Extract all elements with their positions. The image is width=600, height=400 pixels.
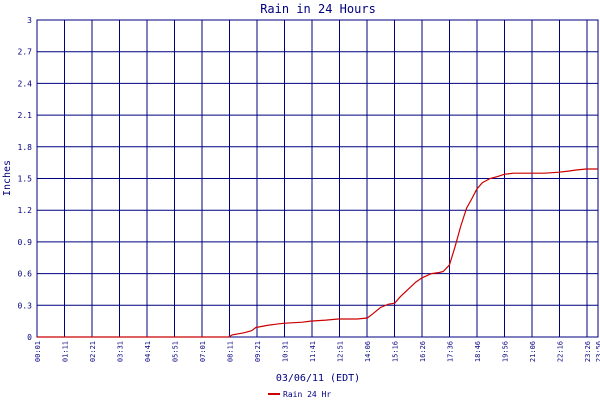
x-tick-label: 11:41 [309, 341, 317, 362]
y-tick-label: 0.3 [18, 301, 33, 310]
y-tick-label: 2.4 [18, 79, 33, 88]
x-tick-label: 09:21 [254, 341, 262, 362]
legend: Rain 24 Hr [268, 390, 331, 399]
x-tick-label: 23:26 [584, 341, 592, 362]
x-tick-label: 16:26 [419, 341, 427, 362]
y-tick-label: 0.6 [18, 270, 33, 279]
x-tick-label: 08:11 [227, 341, 235, 362]
chart-grid [36, 19, 599, 338]
x-tick-label: 14:06 [364, 341, 372, 362]
x-tick-label: 07:01 [199, 341, 207, 362]
x-tick-label: 15:16 [392, 341, 400, 362]
x-tick-label: 21:06 [529, 341, 537, 362]
x-tick-label: 05:51 [172, 341, 180, 362]
y-tick-label: 1.8 [18, 143, 33, 152]
x-tick-label: 18:46 [474, 341, 482, 362]
series-lines [37, 168, 598, 338]
y-tick-label: 1.2 [18, 206, 33, 215]
y-tick-label: 0 [27, 333, 32, 342]
x-tick-label: 00:01 [34, 341, 42, 362]
x-tick-label: 22:16 [557, 341, 565, 362]
series-line-rain-24hr [37, 168, 598, 338]
x-tick-label: 10:31 [282, 341, 290, 362]
y-axis-ticks: 0 0.3 0.6 0.9 1.2 1.5 1.8 2.1 2.4 2.7 3 [18, 16, 33, 342]
x-tick-label: 03:31 [117, 341, 125, 362]
legend-label: Rain 24 Hr [283, 390, 331, 399]
x-tick-label: 19:56 [502, 341, 510, 362]
x-tick-label: 02:21 [89, 341, 97, 362]
x-tick-label: 01:11 [62, 341, 70, 362]
chart-title: Rain in 24 Hours [260, 2, 376, 16]
y-tick-label: 0.9 [18, 238, 33, 247]
x-axis-ticks: 00:01 01:11 02:21 03:31 04:41 05:51 07:01 08:11… [34, 341, 600, 362]
y-tick-label: 3 [27, 16, 32, 25]
x-tick-label: 12:51 [337, 341, 345, 362]
y-tick-label: 1.5 [18, 175, 33, 184]
x-tick-label: 04:41 [144, 341, 152, 362]
y-axis-label: Inches [2, 160, 13, 196]
y-tick-label: 2.1 [18, 111, 33, 120]
y-tick-label: 2.7 [18, 48, 33, 57]
x-tick-label: 23:56 [595, 341, 600, 362]
x-axis-label: 03/06/11 (EDT) [276, 373, 360, 384]
x-tick-label: 17:36 [447, 341, 455, 362]
